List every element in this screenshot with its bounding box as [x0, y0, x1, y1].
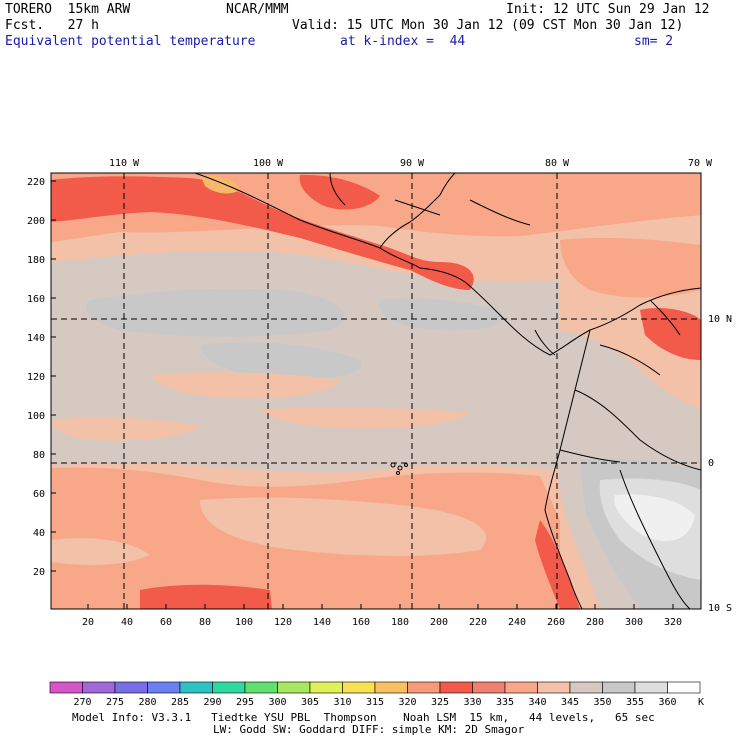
colorbar-label: 280: [138, 697, 156, 708]
theta-e-field: [51, 173, 701, 609]
colorbar-swatch: [179, 681, 213, 694]
lon-label-110w: 110 W: [109, 158, 140, 169]
model-info-line2: LW: Godd SW: Goddard DIFF: simple KM: 2D…: [213, 723, 525, 736]
x-tick-label: 140: [313, 617, 331, 628]
colorbar-swatch: [407, 681, 441, 694]
colorbar-swatch: [114, 681, 148, 694]
colorbar-swatch: [342, 681, 376, 694]
colorbar-label: 335: [496, 697, 514, 708]
x-tick-label: 180: [391, 617, 409, 628]
colorbar-label: 355: [626, 697, 644, 708]
y-tick-label: 180: [27, 255, 45, 266]
colorbar-swatch: [602, 681, 636, 694]
colorbar-swatch: [277, 681, 311, 694]
y-tick-label: 220: [27, 177, 45, 188]
field-title: Equivalent potential temperature: [5, 34, 256, 49]
colorbar-swatch: [147, 681, 181, 694]
colorbar-label: 315: [366, 697, 384, 708]
lon-label-90w: 90 W: [400, 158, 425, 169]
y-tick-label: 20: [33, 567, 45, 578]
colorbar-label: 320: [398, 697, 416, 708]
colorbar-label: 310: [333, 697, 351, 708]
x-tick-label: 60: [160, 617, 172, 628]
y-tick-label: 80: [33, 450, 45, 461]
lon-label-80w: 80 W: [545, 158, 570, 169]
colorbar-label: 330: [463, 697, 481, 708]
colorbar-swatch: [504, 681, 538, 694]
colorbar-label: 305: [301, 697, 319, 708]
colorbar-label: 325: [431, 697, 449, 708]
axis-ticks: [51, 180, 674, 609]
colorbar-label: 350: [593, 697, 611, 708]
y-tick-label: 40: [33, 528, 45, 539]
colorbar-label: 295: [236, 697, 254, 708]
organization-label: NCAR/MMM: [226, 2, 289, 17]
init-time: Init: 12 UTC Sun 29 Jan 12: [506, 2, 710, 17]
level-label: at k-index = 44: [340, 34, 466, 49]
y-tick-label: 200: [27, 216, 45, 227]
y-tick-label: 140: [27, 333, 45, 344]
lat-label-10n: 10 N: [708, 314, 732, 325]
colorbar-label: 345: [561, 697, 579, 708]
x-tick-label: 160: [352, 617, 370, 628]
x-tick-label: 20: [82, 617, 94, 628]
model-info-line1: Model Info: V3.3.1 Tiedtke YSU PBL Thomp…: [72, 711, 655, 724]
colorbar-label: 290: [203, 697, 221, 708]
model-name: TORERO 15km ARW: [5, 2, 131, 17]
colorbar-swatch: [212, 681, 246, 694]
lon-label-100w: 100 W: [253, 158, 284, 169]
x-tick-label: 40: [121, 617, 133, 628]
x-tick-label: 80: [199, 617, 211, 628]
colorbar-label: 360: [658, 697, 676, 708]
x-tick-label: 120: [274, 617, 292, 628]
colorbar-label: 340: [528, 697, 546, 708]
x-tick-label: 200: [430, 617, 448, 628]
colorbar-swatch: [537, 681, 571, 694]
x-tick-label: 300: [625, 617, 643, 628]
y-tick-label: 160: [27, 294, 45, 305]
colorbar-swatch: [244, 681, 278, 694]
colorbar-label: 275: [106, 697, 124, 708]
colorbar-swatch: [667, 681, 701, 694]
lat-label-10s: 10 S: [708, 603, 732, 614]
colorbar-swatch: [569, 681, 603, 694]
x-tick-label: 260: [547, 617, 565, 628]
colorbar-swatch: [472, 681, 506, 694]
x-tick-label: 240: [508, 617, 526, 628]
valid-time: Valid: 15 UTC Mon 30 Jan 12 (09 CST Mon …: [292, 18, 684, 33]
x-tick-label: 220: [469, 617, 487, 628]
x-tick-label: 320: [664, 617, 682, 628]
colorbar-swatch: [439, 681, 473, 694]
y-tick-label: 60: [33, 489, 45, 500]
colorbar-swatch: [634, 681, 668, 694]
x-tick-label: 280: [586, 617, 604, 628]
colorbar-swatch: [49, 681, 83, 694]
y-tick-label: 100: [27, 411, 45, 422]
colorbar-swatch: [82, 681, 116, 694]
smoothing-label: sm= 2: [634, 34, 674, 49]
colorbar-swatch: [309, 681, 343, 694]
lat-label-0: 0: [708, 458, 714, 469]
colorbar-label: 300: [268, 697, 286, 708]
colorbar-label: 285: [171, 697, 189, 708]
forecast-hour: Fcst. 27 h: [5, 18, 99, 33]
colorbar-label: 270: [73, 697, 91, 708]
colorbar-unit: K: [698, 697, 704, 708]
x-tick-label: 100: [235, 617, 253, 628]
map-frame: [50, 172, 702, 610]
coastlines: [194, 173, 701, 609]
lon-label-70w: 70 W: [688, 158, 713, 169]
colorbar-swatch: [374, 681, 408, 694]
colorbar: 270 275 280 285 290 295 300 305 310 315 320 325 330 3…: [49, 681, 701, 708]
graticule: [51, 173, 701, 609]
y-tick-label: 120: [27, 372, 45, 383]
